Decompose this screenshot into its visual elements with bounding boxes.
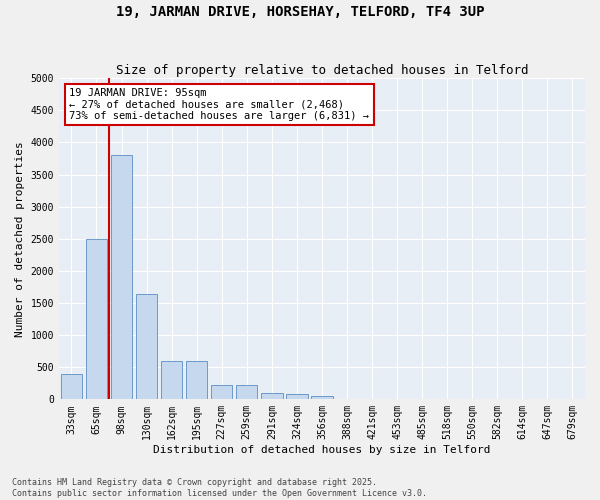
Bar bbox=[136, 294, 157, 400]
Bar bbox=[111, 155, 132, 400]
Title: Size of property relative to detached houses in Telford: Size of property relative to detached ho… bbox=[116, 64, 528, 77]
Bar bbox=[86, 239, 107, 400]
Text: 19, JARMAN DRIVE, HORSEHAY, TELFORD, TF4 3UP: 19, JARMAN DRIVE, HORSEHAY, TELFORD, TF4… bbox=[116, 5, 484, 19]
Y-axis label: Number of detached properties: Number of detached properties bbox=[15, 141, 25, 336]
Bar bbox=[61, 374, 82, 400]
X-axis label: Distribution of detached houses by size in Telford: Distribution of detached houses by size … bbox=[153, 445, 491, 455]
Bar bbox=[161, 362, 182, 400]
Bar bbox=[311, 396, 332, 400]
Bar bbox=[236, 385, 257, 400]
Text: 19 JARMAN DRIVE: 95sqm
← 27% of detached houses are smaller (2,468)
73% of semi-: 19 JARMAN DRIVE: 95sqm ← 27% of detached… bbox=[70, 88, 370, 121]
Bar bbox=[186, 362, 208, 400]
Bar bbox=[211, 385, 232, 400]
Bar bbox=[261, 393, 283, 400]
Text: Contains HM Land Registry data © Crown copyright and database right 2025.
Contai: Contains HM Land Registry data © Crown c… bbox=[12, 478, 427, 498]
Bar bbox=[286, 394, 308, 400]
